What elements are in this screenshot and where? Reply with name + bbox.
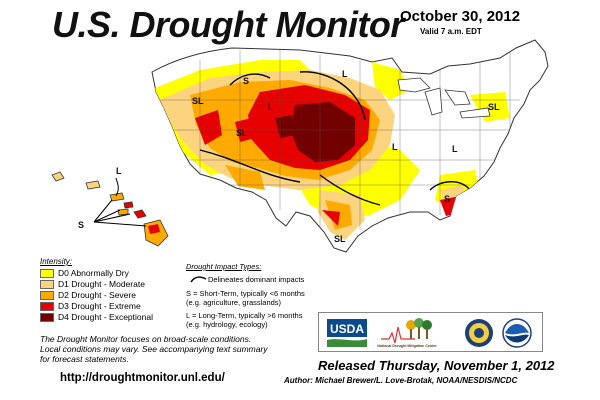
map-label: SL	[192, 96, 204, 106]
map-date: October 30, 2012	[400, 8, 521, 25]
swatch-d2	[40, 290, 54, 300]
release-date: Released Thursday, November 1, 2012	[318, 358, 555, 373]
doc-seal-icon	[465, 319, 493, 347]
note-line2: Local conditions may vary. See accompany…	[40, 344, 268, 354]
short-term-line2: (e.g. agriculture, grasslands)	[186, 298, 282, 307]
map-label: S	[444, 194, 450, 204]
intensity-legend: Intensity: D0 Abnormally Dry D1 Drought …	[40, 257, 190, 323]
legend-item-d3: D3 Drought - Extreme	[40, 301, 190, 311]
hawaii-map: L S	[51, 166, 169, 247]
legend-label: D0 Abnormally Dry	[58, 268, 129, 278]
long-term-line2: (e.g. hydrology, ecology)	[186, 320, 268, 329]
swatch-d3	[40, 301, 54, 311]
legend-item-d4: D4 Drought - Exceptional	[40, 312, 190, 322]
author-credit: Author: Michael Brewer/L. Love-Brotak, N…	[284, 376, 518, 385]
map-label: L	[392, 142, 398, 152]
ndmc-logo-text: National Drought Mitigation Center	[377, 344, 437, 348]
map-label: L	[342, 69, 348, 79]
map-label: L	[452, 144, 458, 154]
disclaimer-note: The Drought Monitor focuses on broad-sca…	[40, 334, 340, 364]
map-label: SL	[488, 102, 500, 112]
usda-logo: USDA	[327, 319, 367, 347]
impact-long-term: L = Long-Term, typically >6 months (e.g.…	[186, 311, 336, 329]
valid-time: Valid 7 a.m. EDT	[420, 27, 482, 36]
partner-logos: USDA National Drought Mitigation Center	[318, 312, 543, 352]
usda-logo-text: USDA	[330, 322, 364, 336]
hawaii-label-l: L	[116, 166, 122, 176]
note-line3: for forecast statements.	[40, 354, 129, 364]
impact-title: Drought Impact Types:	[186, 262, 262, 271]
legend-item-d2: D2 Drought - Severe	[40, 290, 190, 300]
hawaii-label-s: S	[78, 220, 84, 230]
legend-label: D2 Drought - Severe	[58, 290, 136, 300]
ndmc-logo: National Drought Mitigation Center	[377, 318, 437, 348]
long-term-line1: L = Long-Term, typically >6 months	[186, 311, 303, 320]
logos-strip: USDA National Drought Mitigation Center	[327, 318, 532, 348]
website-link[interactable]: http://droughtmonitor.unl.edu/	[60, 372, 225, 384]
impact-short-term: S = Short-Term, typically <6 months (e.g…	[186, 289, 336, 307]
map-label: S	[243, 76, 249, 86]
swatch-d0	[40, 268, 54, 278]
legend-label: D3 Drought - Extreme	[58, 301, 141, 311]
legend-label: D4 Drought - Exceptional	[58, 312, 153, 322]
swatch-d4	[40, 312, 54, 322]
impact-line-label: Delineates dominant impacts	[208, 274, 305, 284]
map-label: L	[268, 102, 274, 112]
swatch-d1	[40, 279, 54, 289]
impact-line-item: Delineates dominant impacts	[190, 274, 336, 284]
delineation-line-icon	[190, 276, 207, 283]
map-label: SL	[236, 128, 248, 138]
short-term-line1: S = Short-Term, typically <6 months	[186, 289, 305, 298]
legend-item-d0: D0 Abnormally Dry	[40, 268, 190, 278]
noaa-logo-icon	[502, 318, 532, 348]
legend-item-d1: D1 Drought - Moderate	[40, 279, 190, 289]
legend-title: Intensity:	[40, 257, 73, 266]
impact-legend: Drought Impact Types: Delineates dominan…	[186, 262, 336, 333]
note-line1: The Drought Monitor focuses on broad-sca…	[40, 334, 252, 344]
map-label: SL	[334, 234, 346, 244]
map-title: U.S. Drought Monitor	[52, 4, 404, 45]
legend-label: D1 Drought - Moderate	[58, 279, 145, 289]
